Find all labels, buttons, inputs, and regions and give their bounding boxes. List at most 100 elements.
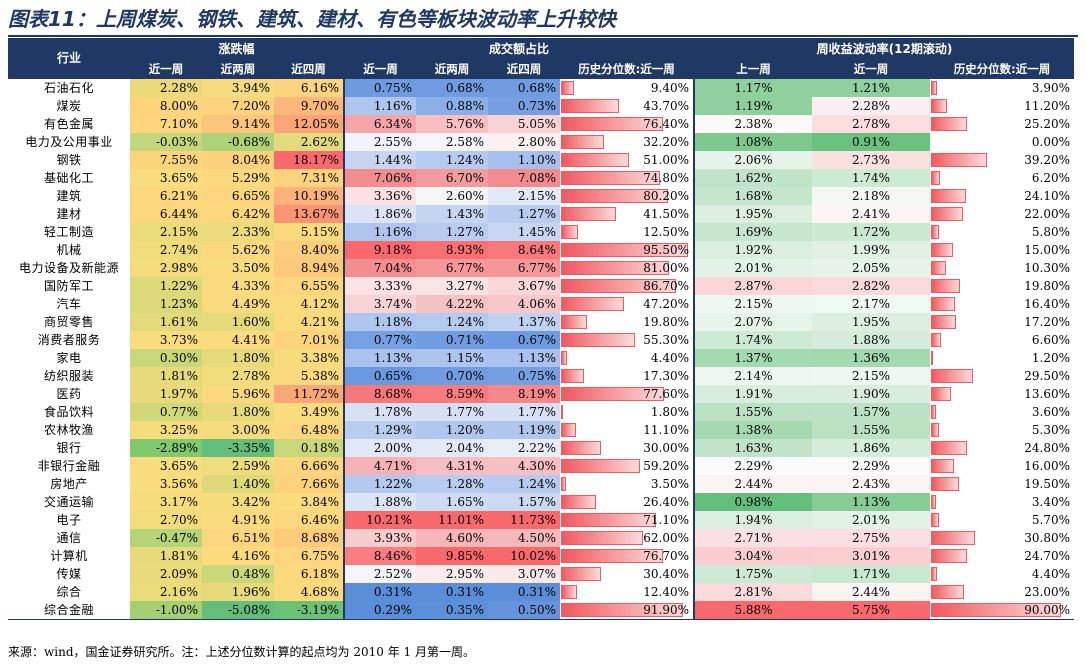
change-cell: 0.18% [274,439,344,457]
vol-percentile: 5.70% [930,511,1074,529]
turnover-percentile-value: 55.30% [643,333,689,347]
vol-percentile-value: 3.90% [1031,81,1070,95]
industry-name: 医药 [56,387,82,401]
industry-name: 轻工制造 [43,225,94,239]
turnover-cell: 6.77% [488,259,560,277]
turnover-cell: 1.22% [343,475,416,493]
turnover-cell: 1.28% [416,475,488,493]
change-cell: 1.81% [130,367,202,385]
change-cell: -5.08% [202,601,274,620]
turnover-cell: 7.06% [343,169,416,187]
turnover-cell: 1.77% [416,403,488,421]
change-cell: 12.05% [274,115,344,133]
turnover-cell: 3.27% [416,277,488,295]
vol-cell: 0.91% [812,133,930,151]
turnover-percentile: 12.50% [560,223,694,241]
table-row: 石油石化 2.28% 3.94% 6.16% 0.75% 0.68% 0.68% 9.40% 1… [8,78,1074,97]
turnover-percentile-bar [561,369,584,383]
vol-percentile-bar [931,567,938,581]
table-row: 汽车 1.23% 4.49% 4.12% 3.74% 4.22% 4.06% 47.20% 2.… [8,295,1074,313]
turnover-cell: 1.24% [416,313,488,331]
turnover-cell: 3.36% [343,187,416,205]
vol-cell: 1.88% [812,331,930,349]
change-cell: -1.00% [130,601,202,620]
source-note: 来源：wind，国金证券研究所。注：上述分位数计算的起点均为 2010 年 1 … [8,645,475,659]
industry-name: 农林牧渔 [43,423,94,437]
vol-percentile-value: 1.20% [1031,351,1070,365]
title-divider [8,35,1078,37]
vol-percentile-value: 3.60% [1031,405,1070,419]
vol-percentile-bar [931,351,933,365]
turnover-cell: 0.31% [343,583,416,601]
turnover-percentile-bar [561,99,620,113]
vol-cell: 1.62% [693,169,812,187]
table-row: 房地产 3.56% 1.40% 7.66% 1.22% 1.28% 1.24% 3.50% 2.… [8,475,1074,493]
turnover-percentile: 12.40% [560,583,694,601]
table-row: 非银行金融 3.65% 2.59% 6.66% 4.71% 4.31% 4.30% 59.20… [8,457,1074,475]
change-cell: 6.55% [274,277,344,295]
turnover-cell: 2.00% [343,439,416,457]
vol-percentile-bar [931,369,974,383]
turnover-percentile-value: 80.20% [643,189,689,203]
vol-percentile: 25.20% [930,115,1074,133]
turnover-percentile-value: 26.40% [643,495,689,509]
industry-name: 电力及公用事业 [25,135,113,149]
table-row: 商贸零售 1.61% 1.60% 4.21% 1.18% 1.24% 1.37% 19.80%… [8,313,1074,331]
turnover-cell: 1.13% [488,349,560,367]
turnover-cell: 3.07% [488,565,560,583]
turnover-cell: 1.16% [343,97,416,115]
vol-percentile-value: 11.20% [1024,99,1070,113]
vol-percentile: 23.00% [930,583,1074,601]
vol-cell: 2.73% [812,151,930,169]
vol-percentile-value: 15.00% [1024,243,1070,257]
turnover-percentile-value: 4.40% [650,351,689,365]
vol-cell: 2.44% [812,583,930,601]
vol-cell: 1.86% [812,439,930,457]
turnover-percentile-value: 11.10% [643,423,689,437]
turnover-cell: 8.46% [343,547,416,565]
turnover-cell: 1.19% [488,421,560,439]
change-cell: 6.46% [274,511,344,529]
change-cell: 3.65% [130,169,202,187]
industry-name: 机械 [56,243,82,257]
vol-percentile-bar [931,513,940,527]
change-cell: 4.33% [202,277,274,295]
turnover-percentile-bar [561,495,597,509]
change-cell: 6.44% [130,205,202,223]
turnover-percentile: 80.20% [560,187,694,205]
change-cell: -0.03% [130,133,202,151]
turnover-percentile: 17.30% [560,367,694,385]
table-row: 轻工制造 2.15% 2.33% 5.15% 1.16% 1.27% 1.45% 12.50%… [8,223,1074,241]
vol-percentile-bar [931,531,976,545]
table-row: 建筑 6.21% 6.65% 10.19% 3.36% 2.60% 2.15% 80.20% 1… [8,187,1074,205]
turnover-cell: 0.77% [343,331,416,349]
vol-percentile-value: 5.30% [1031,423,1070,437]
turnover-percentile-bar [561,243,688,257]
vol-cell: 2.17% [812,295,930,313]
turnover-percentile-value: 76.70% [643,549,689,563]
industry-name: 房地产 [50,477,88,491]
change-cell: 8.00% [130,97,202,115]
turnover-percentile-bar [561,81,574,95]
turnover-percentile-value: 3.50% [650,477,689,491]
header-to-pct: 历史分位数:近一周 [560,60,694,79]
turnover-percentile: 76.70% [560,547,694,565]
header-to-1w: 近一周 [343,60,416,79]
change-cell: 2.28% [130,78,202,97]
vol-percentile: 15.00% [930,241,1074,259]
change-cell: 3.17% [130,493,202,511]
turnover-cell: 9.18% [343,241,416,259]
turnover-cell: 1.88% [343,493,416,511]
industry-name: 食品饮料 [43,405,94,419]
turnover-percentile: 51.00% [560,151,694,169]
turnover-percentile-bar [561,477,566,491]
vol-cell: 1.95% [693,205,812,223]
vol-percentile-value: 16.00% [1024,459,1070,473]
turnover-cell: 1.57% [488,493,560,511]
turnover-percentile-value: 77.60% [643,387,689,401]
turnover-cell: 11.73% [488,511,560,529]
turnover-percentile: 81.00% [560,259,694,277]
change-cell: 6.42% [202,205,274,223]
turnover-cell: 0.35% [416,601,488,620]
change-cell: 4.41% [202,331,274,349]
